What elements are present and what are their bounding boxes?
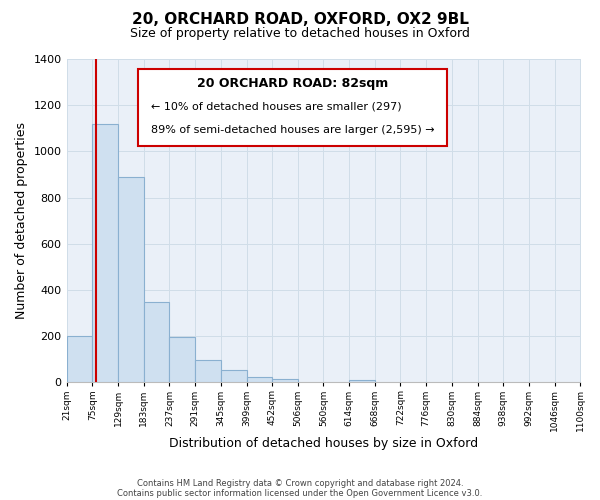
Text: 89% of semi-detached houses are larger (2,595) →: 89% of semi-detached houses are larger (… xyxy=(151,126,435,136)
Text: Contains HM Land Registry data © Crown copyright and database right 2024.: Contains HM Land Registry data © Crown c… xyxy=(137,478,463,488)
Text: Size of property relative to detached houses in Oxford: Size of property relative to detached ho… xyxy=(130,28,470,40)
X-axis label: Distribution of detached houses by size in Oxford: Distribution of detached houses by size … xyxy=(169,437,478,450)
Bar xyxy=(144,302,169,382)
Bar xyxy=(272,379,298,382)
Bar xyxy=(221,370,247,382)
Bar xyxy=(92,124,118,382)
FancyBboxPatch shape xyxy=(139,68,447,146)
Bar xyxy=(195,360,221,382)
Bar xyxy=(169,338,195,382)
Bar xyxy=(349,380,375,382)
Bar xyxy=(118,178,144,382)
Bar xyxy=(67,336,92,382)
Text: 20 ORCHARD ROAD: 82sqm: 20 ORCHARD ROAD: 82sqm xyxy=(197,77,388,90)
Text: ← 10% of detached houses are smaller (297): ← 10% of detached houses are smaller (29… xyxy=(151,101,402,111)
Y-axis label: Number of detached properties: Number of detached properties xyxy=(15,122,28,319)
Text: 20, ORCHARD ROAD, OXFORD, OX2 9BL: 20, ORCHARD ROAD, OXFORD, OX2 9BL xyxy=(131,12,469,28)
Bar xyxy=(247,378,272,382)
Text: Contains public sector information licensed under the Open Government Licence v3: Contains public sector information licen… xyxy=(118,488,482,498)
